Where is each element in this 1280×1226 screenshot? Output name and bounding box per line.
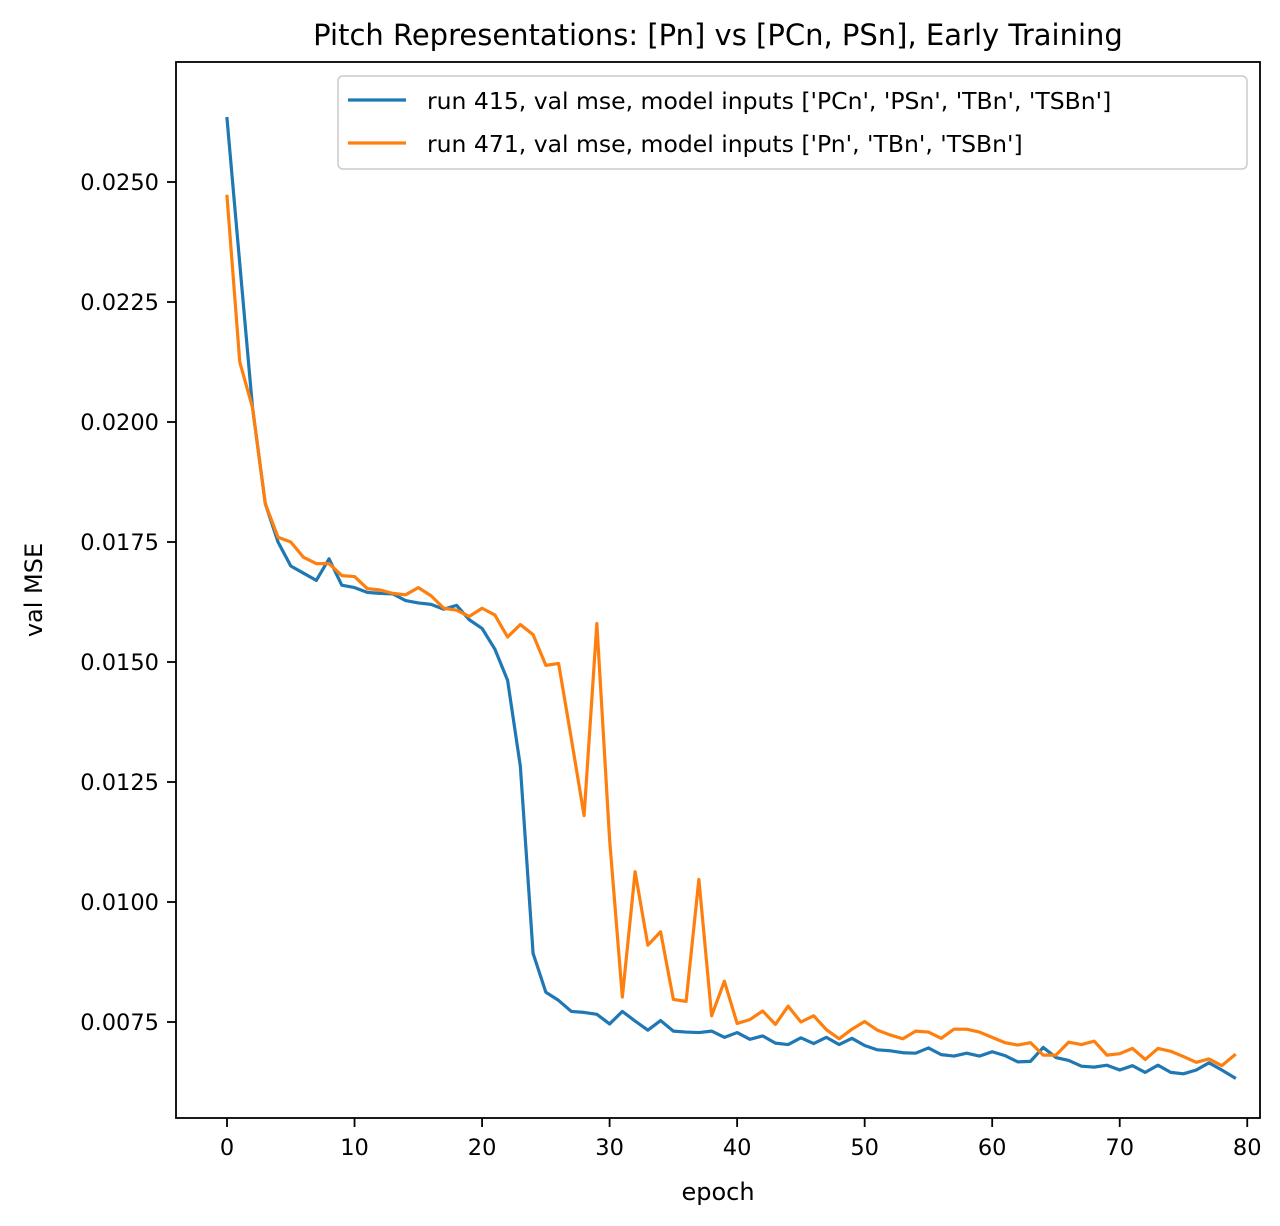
chart-title: Pitch Representations: [Pn] vs [PCn, PSn…: [313, 18, 1123, 52]
legend: run 415, val mse, model inputs ['PCn', '…: [337, 75, 1248, 170]
y-axis-label: val MSE: [20, 543, 48, 637]
x-tick-label: 50: [850, 1135, 879, 1161]
x-tick-label: 60: [978, 1135, 1007, 1161]
y-tick-label: 0.0075: [80, 1010, 159, 1036]
y-tick-label: 0.0150: [80, 650, 159, 676]
y-tick-label: 0.0225: [80, 290, 159, 316]
y-tick-label: 0.0100: [80, 890, 159, 916]
legend-label-run-471: run 471, val mse, model inputs ['Pn', 'T…: [427, 130, 1023, 158]
x-tick-label: 40: [723, 1135, 752, 1161]
y-tick-label: 0.0125: [80, 770, 159, 796]
series-layer: [225, 116, 1237, 1080]
series-line-1: [225, 194, 1237, 1068]
x-tick-label: 30: [595, 1135, 624, 1161]
x-tick-label: 10: [340, 1135, 369, 1161]
y-tick-label: 0.0175: [80, 530, 159, 556]
y-tick-label: 0.0250: [80, 170, 159, 196]
x-tick-label: 20: [468, 1135, 497, 1161]
legend-box: [337, 75, 1248, 170]
y-tick-label: 0.0200: [80, 410, 159, 436]
tick-layer: 0 10 20 30 40 50 60 70 80 0.0075 0.0100 0.0125 0.015…: [80, 170, 1261, 1161]
x-tick-label: 0: [220, 1135, 234, 1161]
plot-frame: [175, 61, 1261, 1119]
x-axis-label: epoch: [681, 1178, 754, 1206]
x-tick-label: 70: [1105, 1135, 1134, 1161]
legend-label-run-415: run 415, val mse, model inputs ['PCn', '…: [427, 87, 1111, 115]
x-tick-label: 80: [1233, 1135, 1262, 1161]
